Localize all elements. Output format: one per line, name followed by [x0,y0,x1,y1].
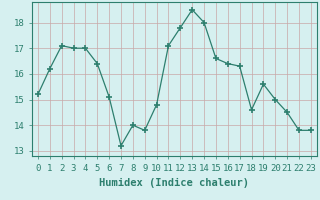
X-axis label: Humidex (Indice chaleur): Humidex (Indice chaleur) [100,178,249,188]
